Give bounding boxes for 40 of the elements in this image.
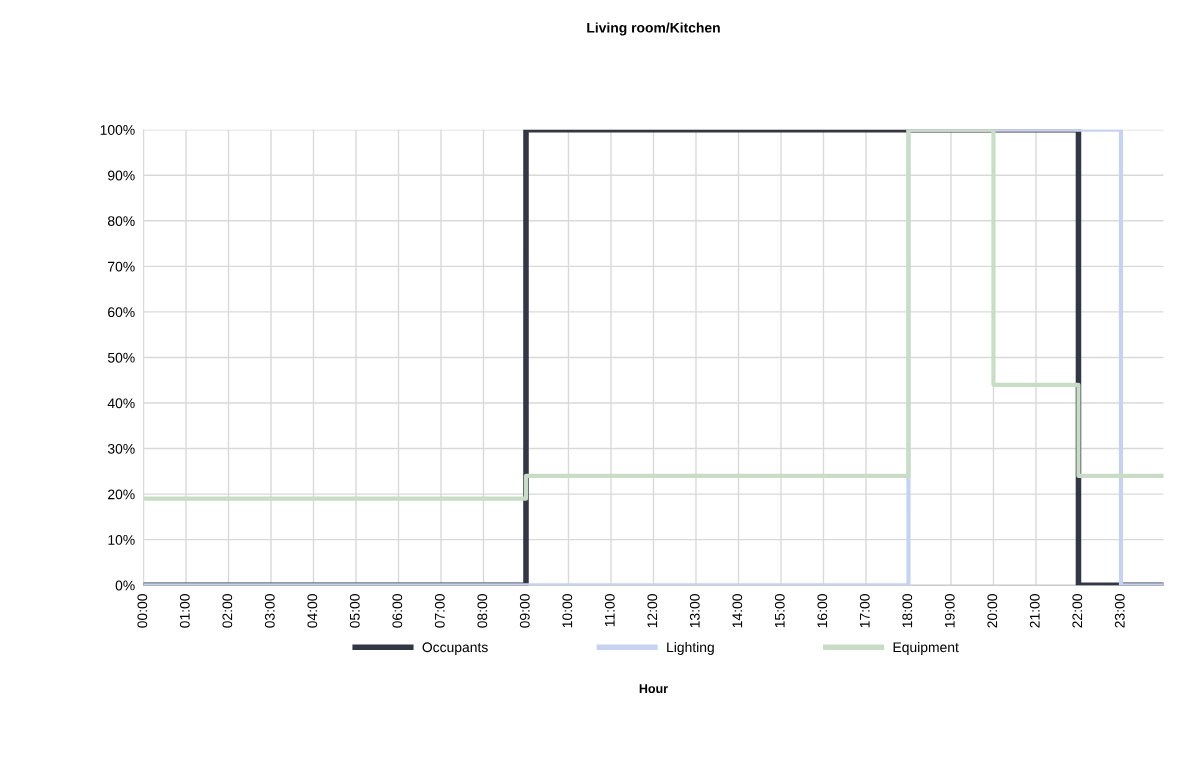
x-tick-label: 01:00 xyxy=(179,594,190,628)
y-tick-label: 70% xyxy=(108,261,135,272)
y-tick-label: 40% xyxy=(107,398,135,409)
x-tick-label: 12:00 xyxy=(647,594,658,628)
y-tick-label: 30% xyxy=(107,443,135,454)
x-tick-label: 03:00 xyxy=(264,594,275,628)
y-tick-label: 60% xyxy=(108,307,135,318)
x-tick-label: 06:00 xyxy=(392,594,403,628)
x-tick-label: 19:00 xyxy=(944,594,955,628)
x-axis-title: Hour xyxy=(639,684,668,694)
x-tick-label: 05:00 xyxy=(349,594,360,628)
x-tick-label: 04:00 xyxy=(307,594,318,628)
x-tick-label: 11:00 xyxy=(604,594,615,627)
y-tick-label: 50% xyxy=(107,352,135,363)
x-tick-label: 18:00 xyxy=(902,594,913,628)
x-tick-label: 02:00 xyxy=(222,594,233,628)
y-tick-label: 100% xyxy=(100,125,135,135)
legend-label: Occupants xyxy=(422,642,488,655)
legend-label: Equipment xyxy=(893,641,959,655)
x-tick-label: 08:00 xyxy=(477,594,488,628)
x-tick-label: 00:00 xyxy=(137,594,148,628)
chart-title: Living room/Kitchen xyxy=(587,22,720,36)
x-tick-label: 14:00 xyxy=(732,594,743,628)
x-tick-label: 16:00 xyxy=(817,594,828,628)
y-tick-label: 20% xyxy=(108,489,135,500)
x-tick-label: 23:00 xyxy=(1114,594,1125,628)
legend-label: Lighting xyxy=(667,641,714,655)
x-tick-label: 13:00 xyxy=(689,594,700,628)
y-tick-label: 80% xyxy=(107,216,135,226)
x-tick-label: 15:00 xyxy=(774,594,785,628)
x-tick-label: 07:00 xyxy=(434,594,445,628)
x-tick-label: 22:00 xyxy=(1072,594,1083,628)
x-tick-label: 10:00 xyxy=(562,594,573,628)
x-tick-label: 09:00 xyxy=(519,594,530,628)
x-tick-label: 21:00 xyxy=(1029,594,1040,628)
x-tick-label: 17:00 xyxy=(859,594,870,628)
y-tick-label: 0% xyxy=(115,580,135,591)
y-tick-label: 90% xyxy=(108,170,135,181)
x-tick-label: 20:00 xyxy=(987,594,998,628)
y-tick-label: 10% xyxy=(108,535,135,545)
